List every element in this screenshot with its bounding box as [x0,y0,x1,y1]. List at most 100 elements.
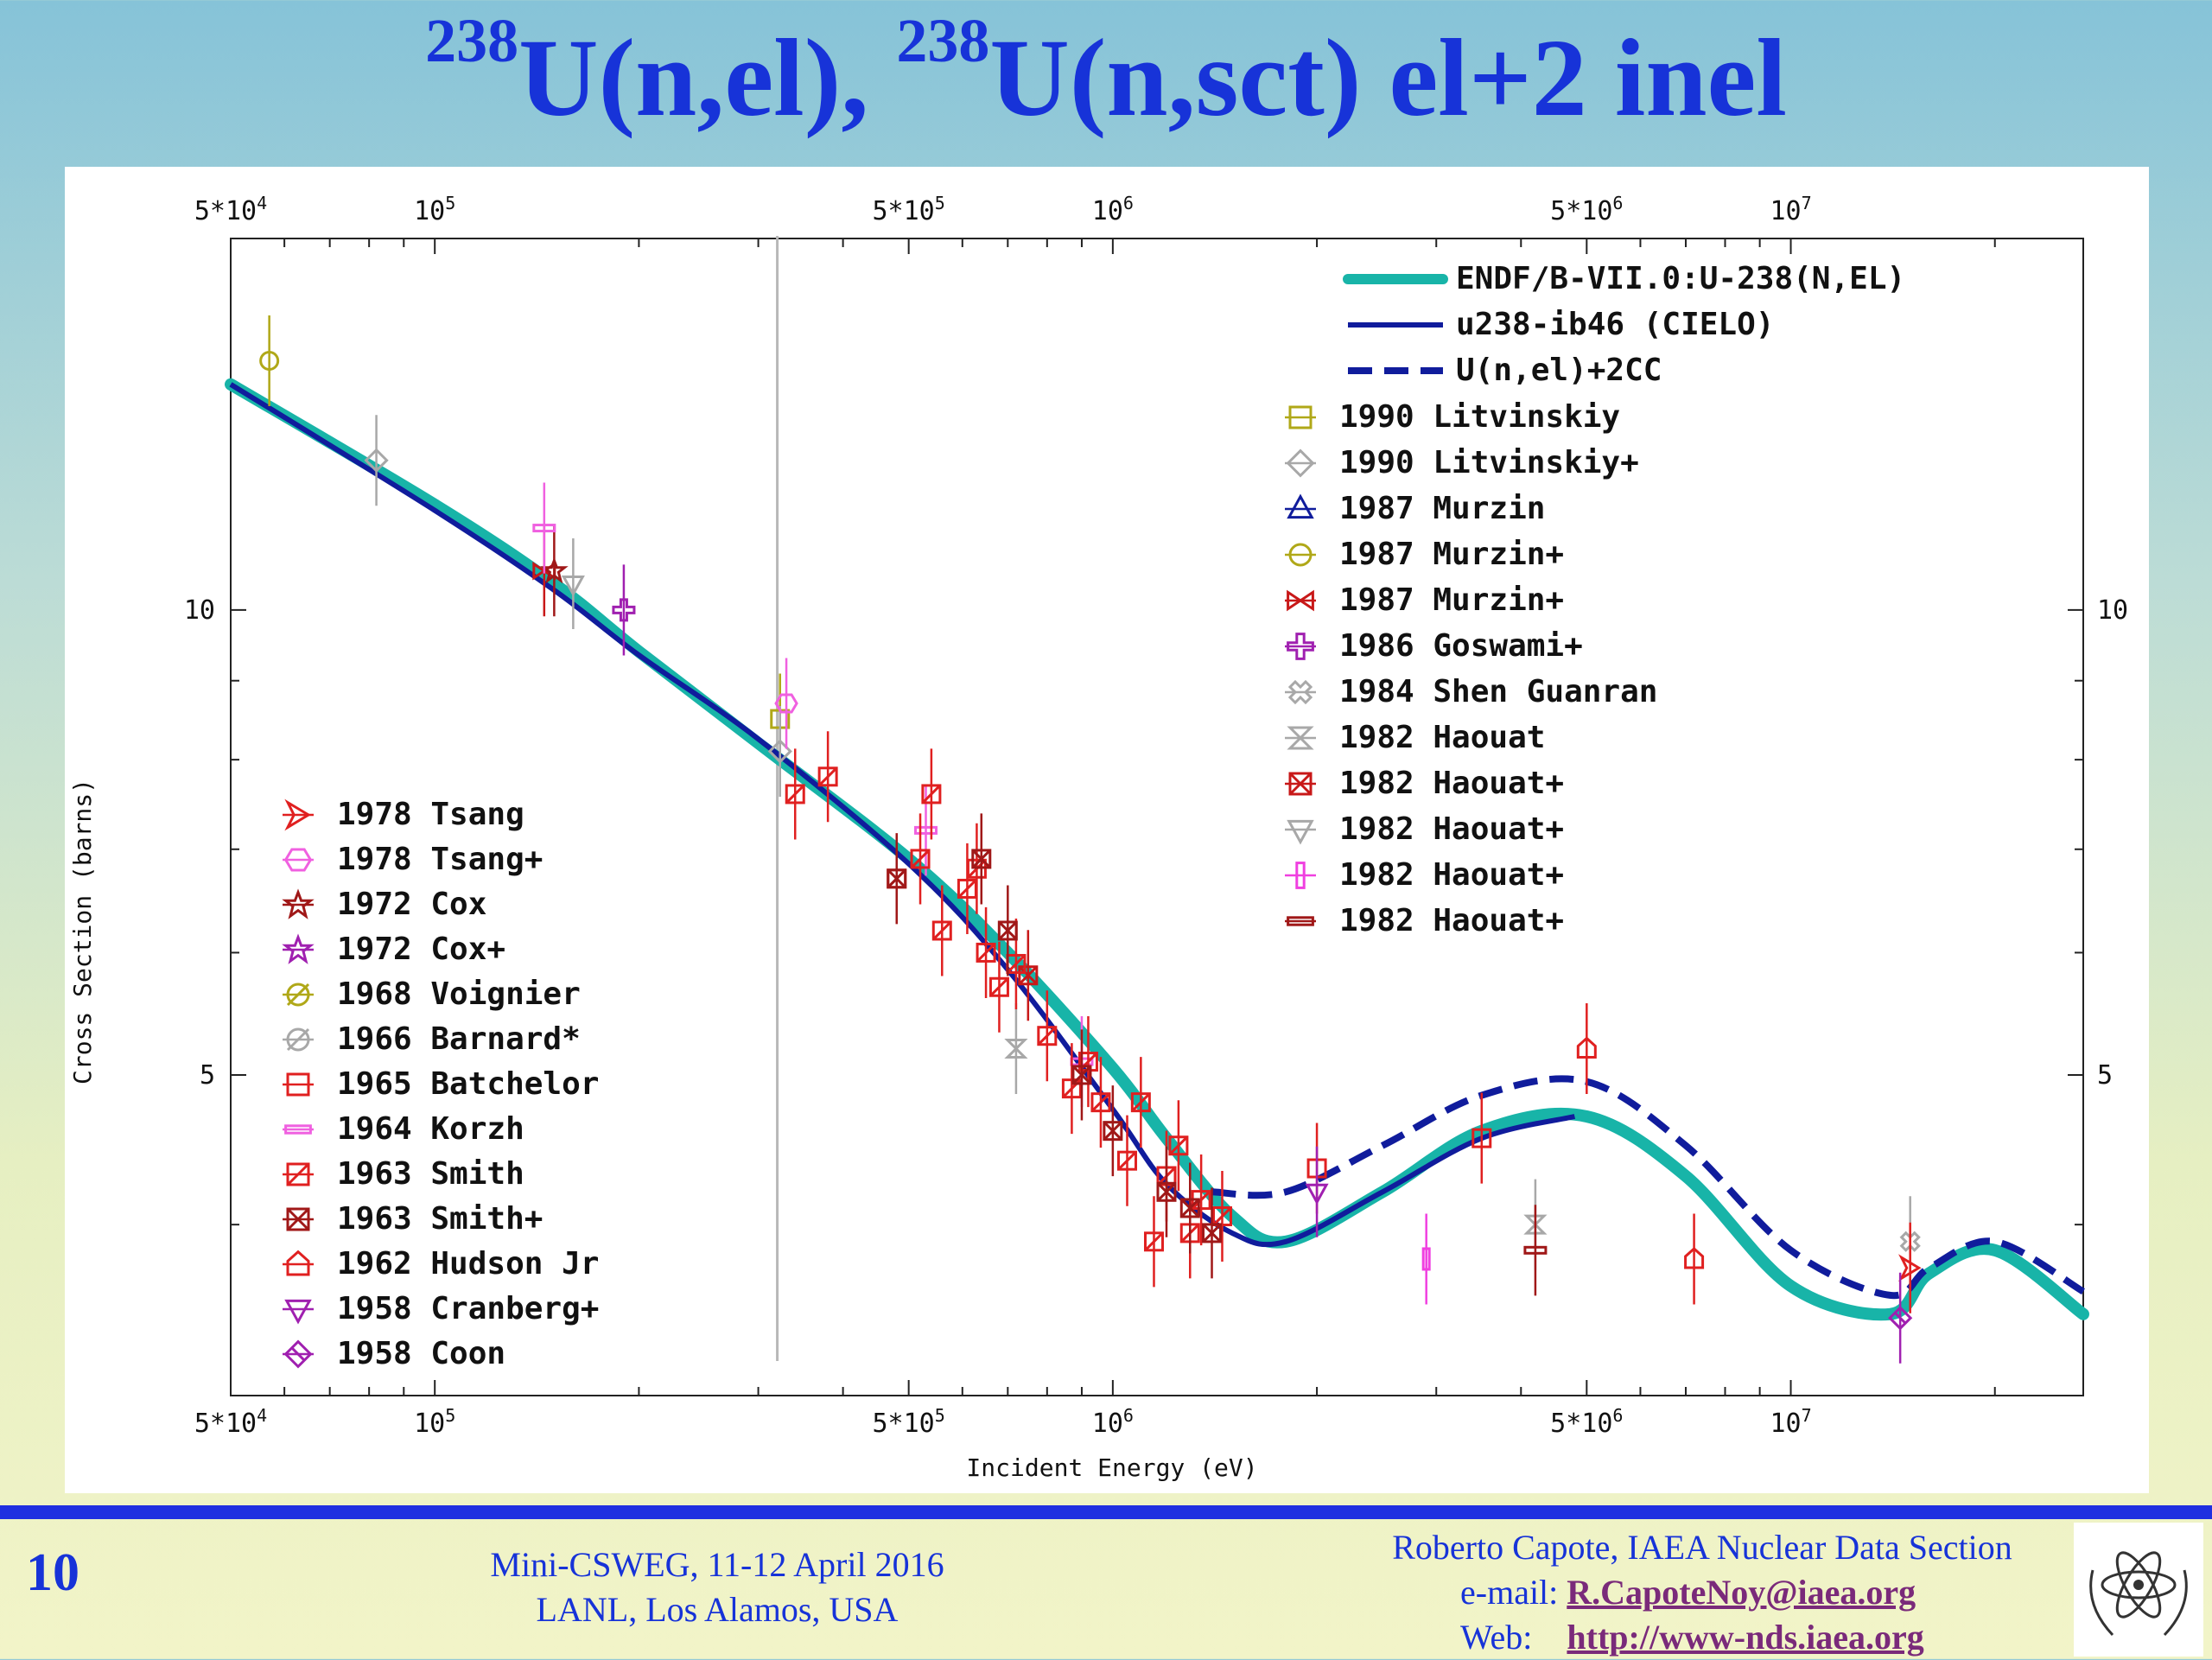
data-point [1168,1100,1189,1192]
legend-label: 1987 Murzin+ [1339,537,1564,572]
data-point [1523,1205,1548,1296]
marker-slash [1117,1151,1137,1171]
legend-item: 1978 Tsang+ [283,842,543,877]
marker-slash [1212,1206,1232,1226]
marker-slash [1144,1231,1164,1251]
legend-item: 1968 Voignier [283,976,581,1012]
marker-square [1168,1135,1189,1156]
marker-square [1130,1092,1151,1113]
author-contact: Roberto Capote, IAEA Nuclear Data Sectio… [1348,1525,2056,1660]
legend-item: U(n,el)+2CC [1348,353,1662,388]
marker-slash [286,983,310,1007]
marker-x2 [971,849,991,869]
web-link[interactable]: http://www-nds.iaea.org [1567,1618,1924,1657]
marker-slash [957,879,977,899]
legend-item: 1990 Litvinskiy+ [1285,445,1639,480]
legend-label: 1982 Haouat [1339,720,1545,755]
legend-label: 1963 Smith+ [337,1201,543,1237]
marker-square [286,1072,310,1097]
legend-label: u238-ib46 (CIELO) [1456,307,1774,342]
legend-item: 1958 Cranberg+ [283,1291,599,1326]
legend-label: 1963 Smith [337,1156,524,1192]
y-tick-label-right: 10 [2097,595,2128,626]
marker-square [286,1162,310,1186]
title-isotope-superscript-2: 238 [896,6,990,75]
legend-item: 1982 Haouat+ [1285,811,1564,847]
marker-slash [976,943,996,963]
x-tick-label-top: 106 [1092,193,1134,226]
data-point [532,482,556,574]
marker-x2 [1202,1223,1222,1243]
data-point [785,748,805,840]
marker-flag [284,798,311,831]
marker-hbar [1523,1245,1548,1255]
legend-label: 1962 Hudson Jr [337,1246,599,1282]
legend-item: u238-ib46 (CIELO) [1348,307,1774,342]
marker-bowtie [1287,589,1314,612]
marker-slash [921,784,941,805]
data-point [817,731,838,823]
web-row: Web: http://www-nds.iaea.org [1348,1615,2056,1660]
legend-layer: ENDF/B-VII.0:U-238(N,EL) u238-ib46 (CIELO… [282,261,1905,1371]
marker-x2 [286,1207,310,1231]
data-point [971,813,992,905]
data-point [910,813,931,905]
marker-square [1202,1223,1223,1243]
data-point [1684,1213,1705,1305]
legend-item: 1982 Haouat [1285,720,1545,755]
marker-square [1116,1150,1137,1171]
legend-item: 1963 Smith [283,1156,524,1192]
x-tick-label-bottom: 107 [1770,1405,1811,1439]
marker-triangle-down [1287,819,1314,845]
legend-item: 1972 Cox [282,887,486,922]
x-tick-label-top: 5*105 [873,193,945,226]
legend-item: 1986 Goswami+ [1285,628,1583,664]
marker-x2 [1018,965,1038,985]
data-point [1116,1115,1137,1206]
marker-triangle-down [561,575,585,597]
slide-number: 10 [26,1543,79,1602]
x-tick-label-bottom: 105 [414,1405,455,1439]
marker-slash [1131,1092,1151,1112]
data-point [1898,1222,1922,1313]
marker-square [1288,405,1313,429]
legend-label: 1986 Goswami+ [1339,628,1583,664]
legend-label: 1958 Cranberg+ [337,1291,599,1326]
data-point [1090,1057,1111,1148]
legend-item: 1982 Haouat+ [1285,857,1564,893]
marker-square [1471,1128,1492,1148]
data-point [997,885,1018,976]
email-link[interactable]: R.CapoteNoy@iaea.org [1567,1573,1916,1612]
legend-label: 1968 Voignier [337,976,581,1012]
marker-cross [1287,679,1313,705]
marker-house [286,1250,310,1276]
marker-star [540,557,569,584]
data-point [259,315,280,407]
legend-label: 1982 Haouat+ [1339,903,1564,938]
marker-square [1090,1092,1111,1113]
data-point [1202,1187,1223,1279]
marker-hexagon [283,848,313,872]
legend-item: 1978 Tsang [283,797,524,832]
data-point [561,537,585,629]
data-point-layer [259,315,1922,1364]
data-point [1103,1085,1123,1177]
legend-label: 1984 Shen Guanran [1339,674,1657,709]
marker-diamond [364,448,389,473]
legend-item: 1982 Haouat+ [1285,903,1564,938]
email-row: e-mail: R.CapoteNoy@iaea.org [1348,1570,2056,1615]
legend-label: U(n,el)+2CC [1456,353,1662,388]
web-label: Web: [1460,1618,1533,1657]
marker-triangle-up [1287,493,1314,519]
marker-x2 [1103,1121,1122,1141]
data-point [1888,1272,1913,1364]
marker-square [1179,1198,1200,1218]
marker-square [887,868,907,889]
data-point [976,906,996,998]
marker-house [1576,1036,1597,1059]
data-point [887,833,907,925]
marker-square [785,784,805,805]
legend-label: 1990 Litvinskiy+ [1339,445,1639,480]
marker-circle [286,1027,310,1052]
conference-info: Mini-CSWEG, 11-12 April 2016 LANL, Los A… [432,1542,1002,1632]
